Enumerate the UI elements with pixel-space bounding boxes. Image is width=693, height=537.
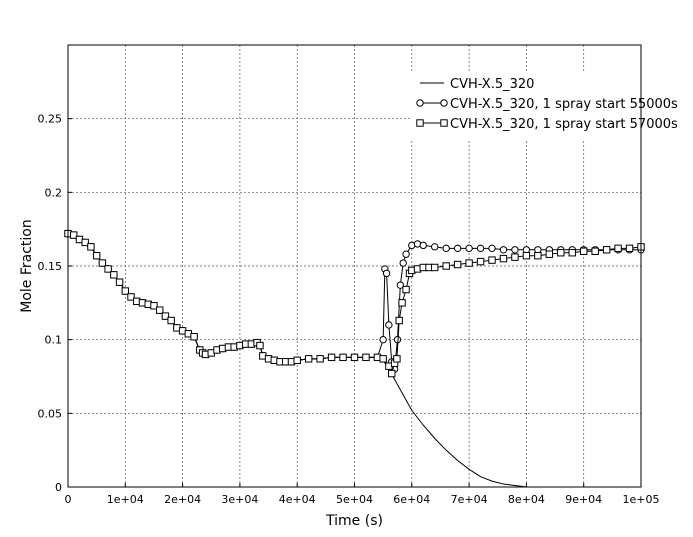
square-data-point	[488, 256, 496, 264]
square-data-point	[98, 259, 107, 267]
square-data-point	[393, 355, 401, 363]
circle-data-point	[419, 241, 427, 250]
square-data-point	[339, 353, 347, 362]
x-tick-label: 3e+04	[221, 493, 258, 506]
square-data-point	[402, 285, 410, 294]
square-data-point	[304, 355, 313, 363]
y-tick-label: 0.2	[45, 186, 63, 199]
legend: CVH-X.5_320 CVH-X.5_320, 1 spray start 55…	[410, 72, 678, 140]
square-data-point	[442, 262, 450, 270]
circle-data-point	[379, 335, 387, 344]
circle-data-point	[499, 246, 508, 254]
circle-data-point	[476, 244, 485, 253]
square-data-point	[499, 254, 508, 263]
square-data-point	[511, 253, 519, 261]
square-data-point	[121, 287, 129, 295]
x-tick-label: 9e+04	[565, 493, 602, 506]
square-data-point	[465, 259, 473, 267]
square-data-point	[534, 251, 542, 260]
square-data-point	[545, 250, 554, 258]
square-data-point	[92, 251, 101, 260]
square-data-point	[115, 278, 124, 286]
square-data-point	[190, 333, 198, 341]
legend-marker	[416, 119, 424, 127]
x-axis-title: Time (s)	[325, 513, 383, 529]
y-axis-title: Mole Fraction	[19, 219, 35, 312]
x-tick-label: 8e+04	[508, 493, 545, 506]
circle-data-point	[465, 244, 473, 253]
x-tick-labels: 0 1e+04 2e+04 3e+04 4e+04 5e+04 6e+04 7e+04 8e+0…	[65, 493, 660, 506]
square-data-point	[150, 302, 158, 310]
square-data-point	[625, 244, 634, 253]
legend-marker	[440, 119, 448, 127]
series-3	[64, 229, 645, 378]
x-tick-label: 7e+04	[451, 493, 488, 506]
x-tick-label: 5e+04	[336, 493, 373, 506]
square-data-point	[161, 312, 170, 320]
circle-data-point	[399, 259, 407, 267]
square-data-point	[522, 251, 531, 260]
square-data-point	[316, 355, 324, 363]
square-data-point	[70, 231, 78, 239]
axis-ticks	[67, 118, 642, 488]
legend-marker	[416, 99, 424, 107]
legend-label: CVH-X.5_320, 1 spray start 55000s	[450, 97, 678, 112]
y-tick-label: 0.25	[38, 113, 63, 126]
square-data-point	[104, 265, 112, 273]
square-data-point	[476, 257, 485, 266]
y-tick-label: 0.05	[38, 407, 63, 420]
square-data-point	[602, 246, 611, 254]
square-data-point	[362, 353, 370, 362]
square-data-point	[568, 249, 576, 257]
y-tick-label: 0.1	[45, 334, 63, 347]
square-data-point	[256, 341, 264, 350]
x-tick-label: 6e+04	[393, 493, 430, 506]
circle-data-point	[402, 250, 410, 258]
square-data-point	[87, 243, 95, 251]
square-data-point	[614, 244, 622, 253]
legend-label: CVH-X.5_320	[450, 77, 534, 92]
square-data-point	[431, 263, 439, 272]
square-data-point	[293, 356, 301, 364]
y-tick-labels: 0 0.05 0.1 0.15 0.2 0.25	[38, 113, 63, 494]
square-data-point	[379, 355, 387, 363]
y-tick-label: 0	[55, 481, 62, 494]
square-data-point	[388, 369, 396, 378]
x-tick-label: 2e+04	[164, 493, 201, 506]
square-data-point	[591, 247, 599, 255]
square-data-point	[398, 299, 406, 307]
legend-background	[410, 72, 639, 140]
y-tick-label: 0.15	[38, 260, 63, 273]
circle-data-point	[488, 244, 496, 253]
legend-label: CVH-X.5_320, 1 spray start 57000s	[450, 117, 678, 132]
circle-data-point	[385, 321, 393, 329]
x-tick-label: 1e+05	[623, 493, 660, 506]
x-tick-label: 0	[65, 493, 72, 506]
square-data-point	[395, 316, 403, 325]
square-data-point	[327, 353, 336, 362]
series-layer	[64, 229, 645, 488]
legend-marker	[440, 99, 448, 107]
square-data-point	[350, 353, 359, 362]
circle-data-point	[382, 269, 391, 278]
circle-data-point	[453, 244, 462, 253]
circle-data-point	[431, 243, 439, 251]
square-data-point	[81, 238, 89, 247]
circle-data-point	[511, 246, 519, 254]
x-tick-label: 4e+04	[279, 493, 316, 506]
circle-data-point	[442, 244, 450, 253]
square-data-point	[127, 293, 135, 301]
square-data-point	[453, 260, 462, 269]
square-data-point	[557, 249, 565, 257]
square-data-point	[580, 247, 588, 255]
square-data-point	[155, 306, 164, 314]
circle-data-point	[396, 281, 405, 289]
square-data-point	[167, 316, 175, 325]
x-tick-label: 1e+04	[107, 493, 144, 506]
square-data-point	[110, 271, 118, 279]
